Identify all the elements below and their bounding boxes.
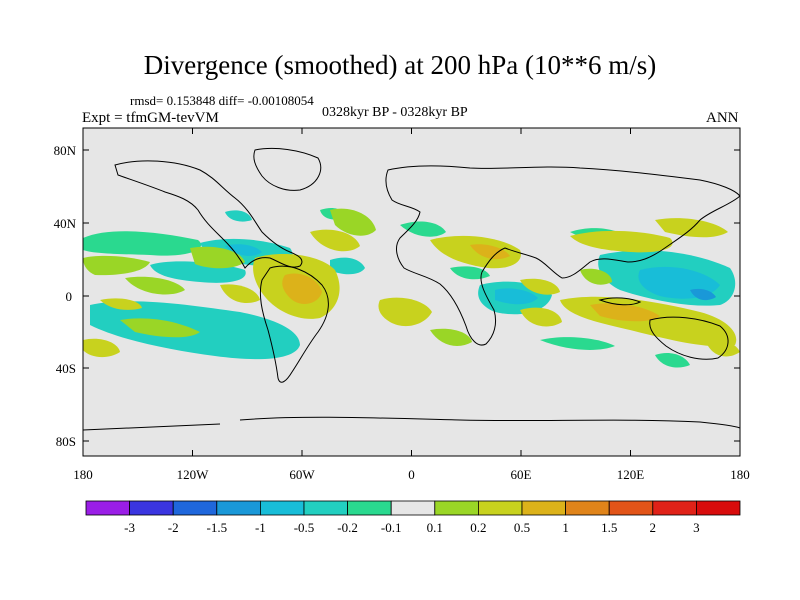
page-title: Divergence (smoothed) at 200 hPa (10**6 … xyxy=(143,50,657,80)
colorbar-label: -3 xyxy=(124,520,135,535)
lon-tick-label: 180 xyxy=(73,467,93,482)
colorbar-box xyxy=(434,500,479,516)
lat-tick-label: 40N xyxy=(54,216,77,231)
lat-axis: 80N 40N 0 40S 80S xyxy=(54,143,740,449)
lon-axis: 180 120W 60W 0 60E 120E 180 xyxy=(73,128,750,482)
colorbar-label: 0.2 xyxy=(470,520,486,535)
colorbar-box xyxy=(129,500,174,516)
lon-tick-label: 120W xyxy=(177,467,210,482)
divergence-field xyxy=(83,207,740,368)
lat-tick-label: 40S xyxy=(56,361,76,376)
colorbar-label: 3 xyxy=(693,520,700,535)
colorbar-box xyxy=(259,500,305,516)
colorbar-label: 1.5 xyxy=(601,520,617,535)
colorbar-label: -0.5 xyxy=(294,520,315,535)
colorbar: -3 -2 -1.5 -1 -0.5 -0.2 -0.1 0.1 0.2 0.5 1 1.5 2 3 xyxy=(85,500,741,535)
colorbar-label: -0.1 xyxy=(381,520,402,535)
season-label: ANN xyxy=(706,110,739,126)
colorbar-label: 0.1 xyxy=(427,520,443,535)
colorbar-box xyxy=(477,500,523,516)
colorbar-box xyxy=(696,500,741,516)
lon-tick-label: 0 xyxy=(408,467,415,482)
colorbar-label: -0.2 xyxy=(337,520,358,535)
colorbar-label: 1 xyxy=(562,520,569,535)
lat-tick-label: 0 xyxy=(66,289,73,304)
colorbar-box xyxy=(390,500,436,516)
experiment-label: Expt = tfmGM-tevVM xyxy=(82,110,219,126)
lon-tick-label: 120E xyxy=(617,467,645,482)
period-label: 0328kyr BP - 0328kyr BP xyxy=(322,105,468,120)
lat-tick-label: 80S xyxy=(56,434,76,449)
colorbar-box xyxy=(565,500,610,516)
colorbar-label: -2 xyxy=(168,520,179,535)
colorbar-box xyxy=(172,500,218,516)
colorbar-box xyxy=(216,500,261,516)
colorbar-box xyxy=(608,500,654,516)
lon-tick-label: 60W xyxy=(289,467,315,482)
colorbar-box xyxy=(85,500,130,516)
positive-regions xyxy=(83,208,740,358)
lat-tick-label: 80N xyxy=(54,143,77,158)
colorbar-box xyxy=(347,500,392,516)
lon-tick-label: 60E xyxy=(511,467,532,482)
colorbar-label: -1.5 xyxy=(207,520,228,535)
colorbar-label: 0.5 xyxy=(514,520,530,535)
colorbar-label: -1 xyxy=(255,520,266,535)
coastlines xyxy=(83,147,740,431)
lon-tick-label: 180 xyxy=(730,467,750,482)
colorbar-box xyxy=(652,500,697,516)
colorbar-label: 2 xyxy=(650,520,657,535)
stats-label: rmsd= 0.153848 diff= -0.00108054 xyxy=(130,93,314,108)
colorbar-box xyxy=(521,500,566,516)
colorbar-box xyxy=(303,500,348,516)
